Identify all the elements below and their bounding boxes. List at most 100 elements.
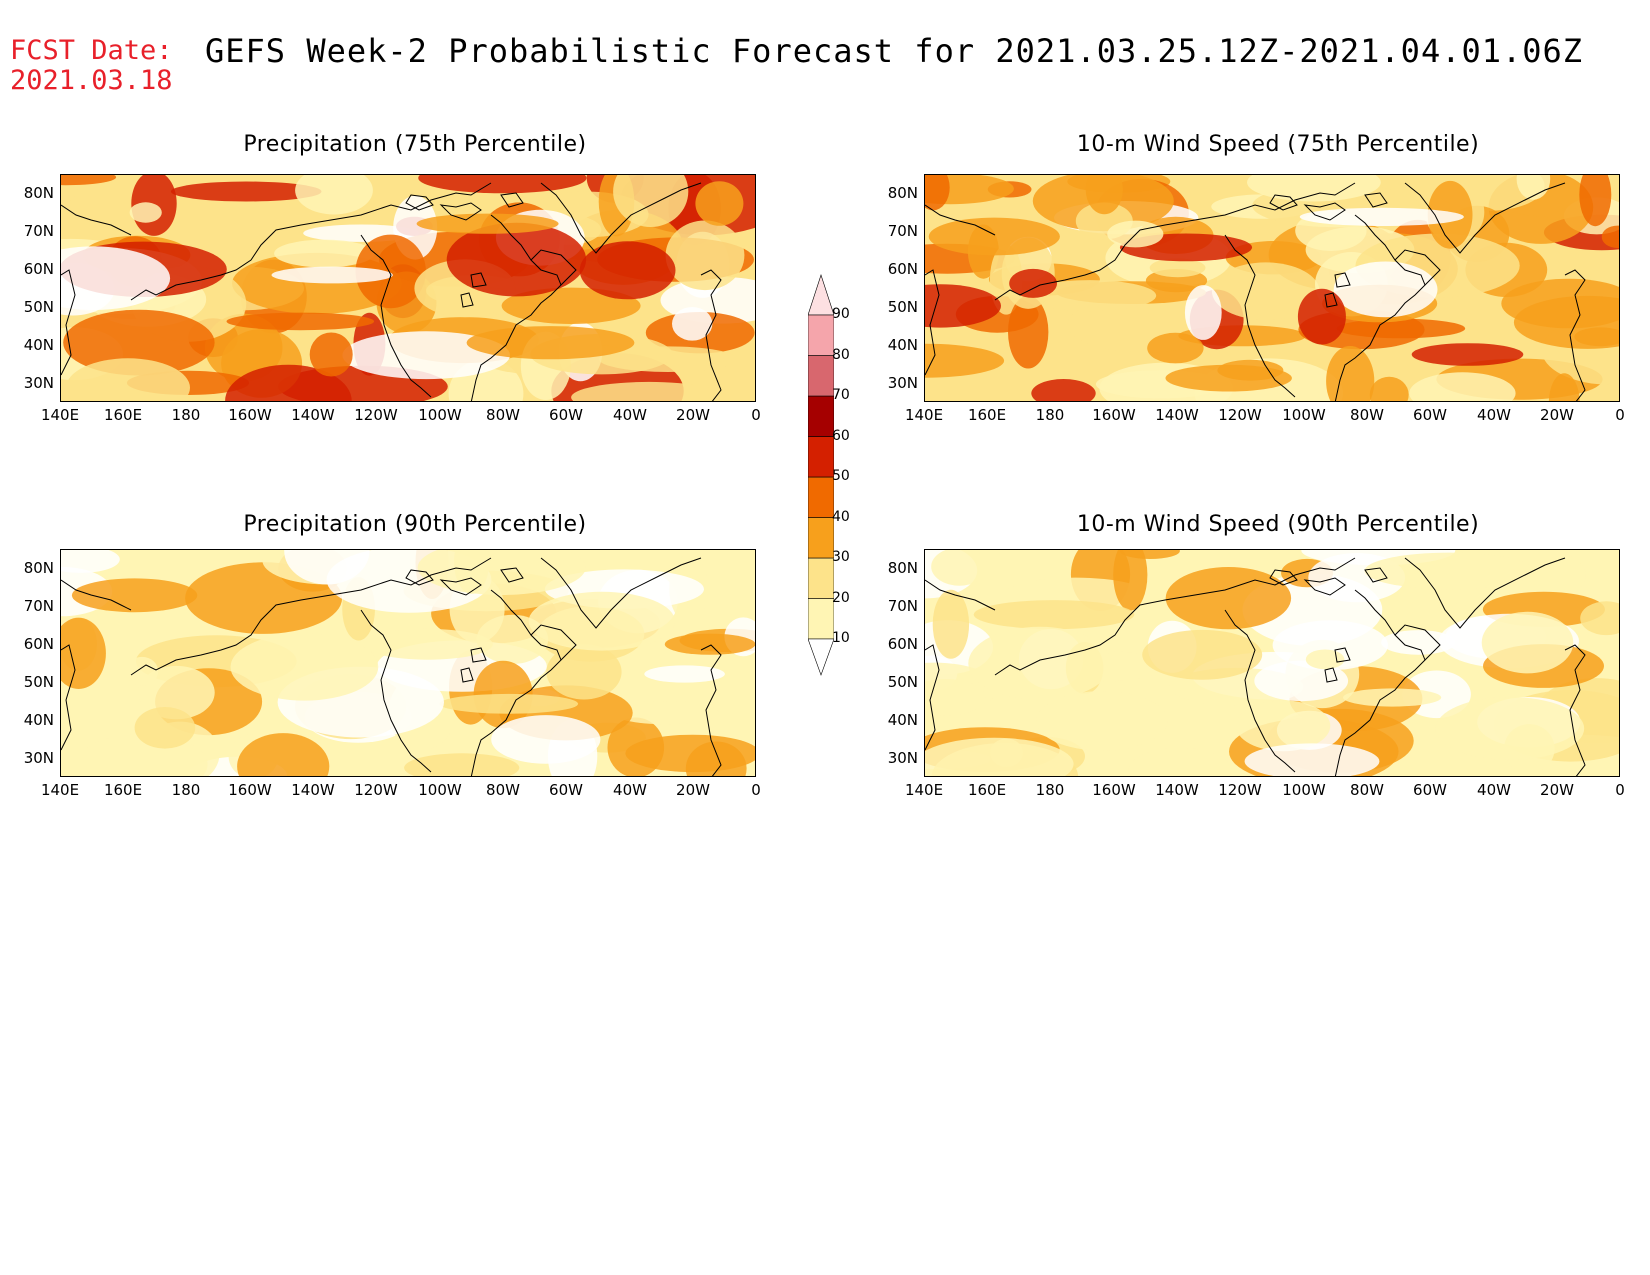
coastline	[460, 667, 474, 683]
probability-contour	[1247, 175, 1381, 202]
probability-contour	[1409, 372, 1516, 401]
probability-contour	[1217, 359, 1284, 381]
probability-contour	[1149, 258, 1206, 278]
probability-contour	[1601, 225, 1619, 248]
probability-contour	[454, 550, 490, 594]
coastline	[1564, 269, 1586, 401]
panel-title-wind-75: 10-m Wind Speed (75th Percentile)	[1076, 132, 1480, 157]
lon-tick-label: 0	[1615, 406, 1625, 424]
coastline	[1334, 214, 1426, 401]
lat-tick-label: 80N	[887, 184, 918, 202]
coastline	[994, 557, 1356, 676]
lon-tick-label: 160W	[1092, 781, 1136, 799]
lon-tick-label: 120W	[354, 406, 398, 424]
coastline	[1224, 234, 1296, 398]
probability-contour	[1369, 376, 1409, 401]
lon-tick-label: 140E	[904, 781, 944, 799]
probability-contour	[237, 733, 330, 776]
forecast-date-block: FCST Date: 2021.03.18	[10, 36, 173, 96]
probability-contour	[1411, 343, 1524, 366]
lon-tick-label: 80W	[1350, 406, 1384, 424]
forecast-date-label: FCST Date:	[10, 35, 173, 66]
lon-tick-label: 20W	[1540, 781, 1574, 799]
coastline	[700, 269, 722, 401]
probability-contour	[439, 693, 579, 714]
probability-contour	[925, 175, 950, 211]
colorbar-tick-label: 60	[832, 427, 850, 444]
probability-contour	[1085, 175, 1123, 215]
lat-tick-label: 30N	[23, 374, 54, 392]
probability-contour	[1023, 280, 1157, 312]
probability-contour	[546, 644, 622, 700]
probability-contour	[230, 633, 379, 701]
lon-tick-label: 180	[171, 406, 201, 424]
coastline	[439, 202, 482, 221]
coastline	[540, 557, 702, 629]
probability-contour	[579, 241, 676, 300]
colorbar-tick-label: 70	[832, 387, 850, 403]
lat-tick-label: 30N	[887, 749, 918, 767]
probability-contour	[695, 181, 744, 226]
probability-contour	[1031, 379, 1096, 401]
lon-tick-label: 120W	[1218, 781, 1262, 799]
wind-75-map	[924, 174, 1620, 402]
probability-contour	[925, 284, 1001, 328]
probability-contour	[1516, 175, 1551, 200]
lon-tick-label: 100W	[1282, 406, 1326, 424]
probability-contour	[61, 175, 117, 186]
probability-contour	[931, 550, 988, 586]
coastline	[700, 644, 722, 776]
coastline	[530, 624, 577, 661]
lon-tick-label: 160E	[967, 406, 1007, 424]
probability-contour	[925, 737, 1074, 776]
colorbar-box	[808, 517, 834, 559]
lon-tick-label: 80W	[486, 406, 520, 424]
lon-tick-label: 140W	[291, 406, 335, 424]
lon-tick-label: 180	[171, 781, 201, 799]
probability-contour	[66, 358, 190, 401]
coastline	[1404, 557, 1566, 629]
lat-tick-label: 60N	[23, 260, 54, 278]
lon-tick-label: 140E	[40, 406, 80, 424]
panel-title-precip-75: Precipitation (75th Percentile)	[243, 132, 587, 157]
lat-tick-label: 70N	[23, 597, 54, 615]
probability-contour	[1305, 649, 1345, 670]
lon-tick-label: 100W	[418, 406, 462, 424]
probability-contour	[925, 679, 986, 716]
coastline	[925, 579, 996, 611]
coastline	[1269, 569, 1298, 586]
probability-contour	[932, 589, 970, 659]
coastline	[1394, 249, 1441, 286]
colorbar-box	[808, 355, 834, 397]
coastline	[1364, 192, 1388, 208]
lat-tick-label: 80N	[23, 559, 54, 577]
colorbar-box	[808, 436, 834, 478]
lat-tick-label: 60N	[887, 635, 918, 653]
probability-contour	[1244, 743, 1380, 776]
coastline	[360, 609, 432, 773]
coastline	[1224, 609, 1296, 773]
coastline	[405, 569, 434, 586]
lon-tick-label: 120W	[1218, 406, 1262, 424]
probability-contour	[1579, 175, 1612, 227]
lon-tick-label: 40W	[1477, 781, 1511, 799]
coastline	[925, 269, 940, 376]
lon-tick-label: 160E	[103, 781, 143, 799]
coastline	[130, 557, 492, 676]
lon-tick-label: 140E	[40, 781, 80, 799]
coastline	[470, 589, 562, 776]
lon-tick-label: 160E	[967, 781, 1007, 799]
coastline	[1324, 667, 1338, 683]
lon-tick-label: 140W	[1155, 781, 1199, 799]
lat-tick-label: 80N	[23, 184, 54, 202]
coastline	[470, 647, 487, 663]
coastline	[1334, 589, 1426, 776]
lon-tick-label: 20W	[676, 406, 710, 424]
probability-contour	[925, 343, 1005, 378]
coastline	[540, 182, 702, 254]
probability-contour	[1147, 332, 1204, 364]
colorbar	[808, 274, 834, 676]
coastline	[994, 182, 1356, 301]
probability-contour	[1333, 261, 1438, 318]
colorbar-over-triangle	[808, 274, 834, 316]
